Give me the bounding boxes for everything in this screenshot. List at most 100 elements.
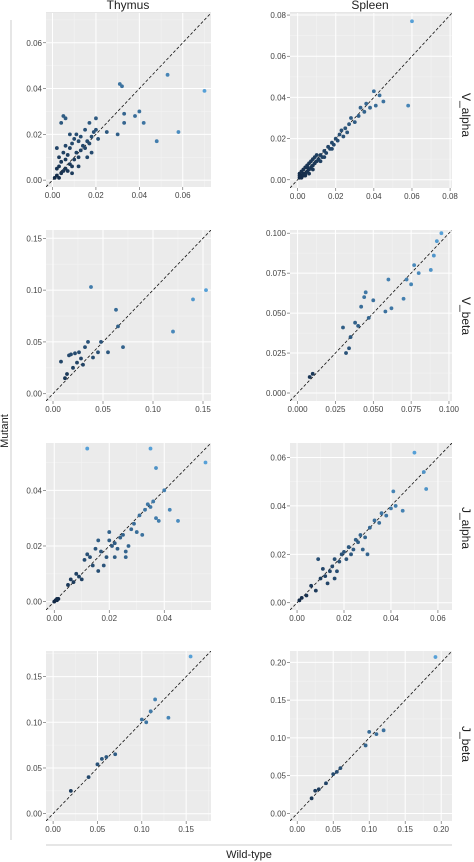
y-tick-label: 0.00 [26,176,42,185]
data-point [65,169,70,173]
data-point [77,350,81,355]
x-tick-label: 0.15 [397,825,413,834]
data-point [89,150,94,155]
data-point [112,555,117,560]
data-point [358,533,363,537]
data-point [318,159,323,164]
data-point [54,146,59,150]
diagonal-reference-line [290,230,452,401]
data-point [79,577,84,582]
y-tick-label: 0.06 [270,52,286,61]
data-point [162,488,167,493]
data-point [70,171,74,176]
data-point [89,134,94,139]
data-point [421,470,426,474]
y-tick-label: 0.08 [270,11,286,20]
data-point [377,520,382,525]
panel-spleen-j-alpha: 0.00 0.02 0.04 0.06 0.00 0.02 0.04 0.06 [270,443,452,623]
data-point [116,324,120,329]
data-point [352,120,357,125]
y-tick-label: 0.05 [26,764,42,773]
data-point [107,538,112,543]
data-point [148,446,153,451]
data-point [367,729,372,734]
y-tick-label: 0.06 [270,454,286,463]
data-point [313,788,318,793]
data-point [371,89,376,94]
data-point [362,109,367,114]
data-point [166,715,171,720]
data-point [167,507,172,512]
diagonal-reference-line [290,651,452,821]
data-point [316,557,321,562]
data-point [85,552,90,557]
data-point [416,271,421,276]
x-tick-label: 0.10 [145,405,161,414]
data-point [56,596,61,601]
data-point [305,165,310,170]
data-point [83,146,87,150]
data-point [342,550,346,554]
x-tick-label: 0.025 [325,405,346,414]
data-point [96,350,100,355]
data-point [148,505,153,509]
data-point [87,141,92,146]
y-tick-label: 0.10 [26,718,42,727]
data-point [153,697,158,702]
data-point [110,544,114,548]
x-tick-label: 0.00 [45,405,61,414]
data-point [349,552,353,557]
data-point [391,489,396,494]
data-point [384,513,389,518]
x-tick-label: 0.00 [46,614,62,623]
data-point [368,105,372,110]
data-point [148,709,153,714]
data-point [65,153,70,157]
data-point [137,513,142,518]
x-axis-label: Wild-type [226,849,272,861]
data-point [133,114,137,118]
row-label-j-alpha: J_alpha [459,507,473,549]
data-point [325,581,330,586]
x-tick-label: 0.00 [290,192,306,201]
data-point [63,376,67,381]
data-point [132,521,136,526]
data-point [176,130,181,134]
data-point [365,552,370,557]
data-point [307,171,311,176]
panel-background [46,230,211,401]
x-tick-label: 0.06 [404,192,420,201]
panel-plot-area [290,230,452,401]
data-point [363,290,368,295]
data-point [121,532,125,537]
data-point [367,525,372,530]
data-point [356,114,361,118]
y-tick-label: 0.00 [26,810,42,819]
data-point [113,752,118,757]
data-point [338,766,343,771]
data-point [72,137,77,141]
data-point [328,569,332,574]
data-point [424,487,429,491]
y-tick-label: 0.02 [26,542,42,551]
data-point [316,787,321,792]
y-tick-label: 0.04 [26,85,42,94]
data-point [154,139,159,144]
x-tick-label: 0.075 [401,405,422,414]
data-point [409,282,414,287]
data-point [88,555,92,560]
data-point [360,547,365,552]
data-point [95,762,100,767]
data-point [68,577,73,582]
data-point [373,103,378,108]
data-point [356,323,361,328]
data-point [78,148,83,153]
data-point [107,530,112,534]
data-point [59,359,63,364]
x-tick-label: 0.10 [134,825,150,834]
data-point [118,535,123,540]
data-point [99,340,103,344]
data-point [79,356,83,361]
data-point [337,132,342,137]
x-tick-label: 0.06 [430,614,446,623]
